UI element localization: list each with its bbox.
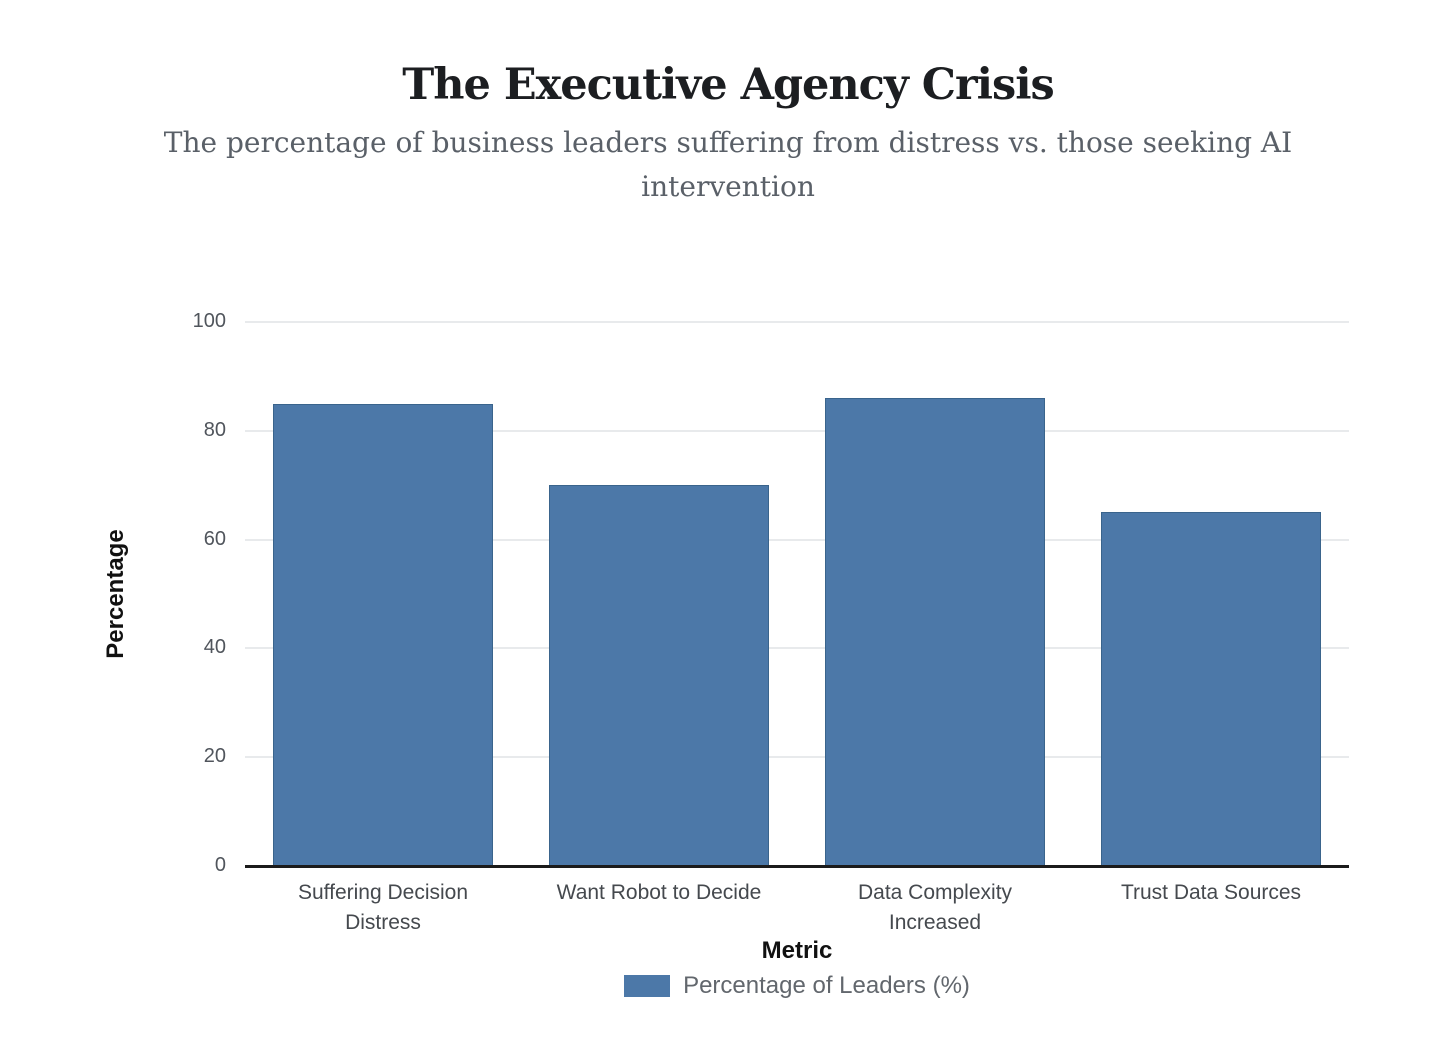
- y-axis-tick-labels: 0 20 40 60 80 100: [0, 310, 226, 876]
- y-tick-label-80: 80: [203, 418, 226, 441]
- chart-title: The Executive Agency Crisis: [402, 60, 1054, 110]
- x-category-label-data-complexity-increased: Data Complexity Increased: [857, 881, 1013, 934]
- x-category-label-suffering-decision-distress: Suffering Decision Distress: [297, 881, 469, 934]
- bar-suffering-decision-distress: [273, 403, 493, 866]
- x-category-label-trust-data-sources: Trust Data Sources: [1120, 881, 1302, 904]
- y-axis-title: Percentage: [102, 529, 129, 659]
- y-tick-label-100: 100: [192, 310, 226, 332]
- legend: Percentage of Leaders (%): [245, 972, 1349, 1000]
- gridline-80: [245, 429, 1349, 432]
- gridline-60: [245, 538, 1349, 541]
- gridline-100: [245, 321, 1349, 323]
- gridline-20: [245, 756, 1349, 759]
- y-tick-label-60: 60: [203, 527, 226, 550]
- x-axis-title: Metric: [761, 937, 833, 964]
- y-tick-label-0: 0: [214, 854, 226, 876]
- x-category-label-want-robot-to-decide: Want Robot to Decide: [556, 881, 762, 904]
- bar-trust-data-sources: [1101, 512, 1321, 866]
- bar-want-robot-to-decide: [549, 485, 769, 866]
- gridline-40: [245, 647, 1349, 650]
- y-tick-label-20: 20: [203, 745, 226, 768]
- plot-area: Suffering Decision Distress Want Robot to…: [245, 321, 1349, 934]
- legend-label: Percentage of Leaders (%): [683, 972, 970, 999]
- x-axis-line: [245, 865, 1349, 868]
- legend-swatch: [624, 975, 671, 997]
- bar-data-complexity-increased: [825, 398, 1045, 866]
- y-tick-label-40: 40: [203, 636, 226, 659]
- chart-subtitle: The percentage of business leaders suffe…: [163, 126, 1293, 203]
